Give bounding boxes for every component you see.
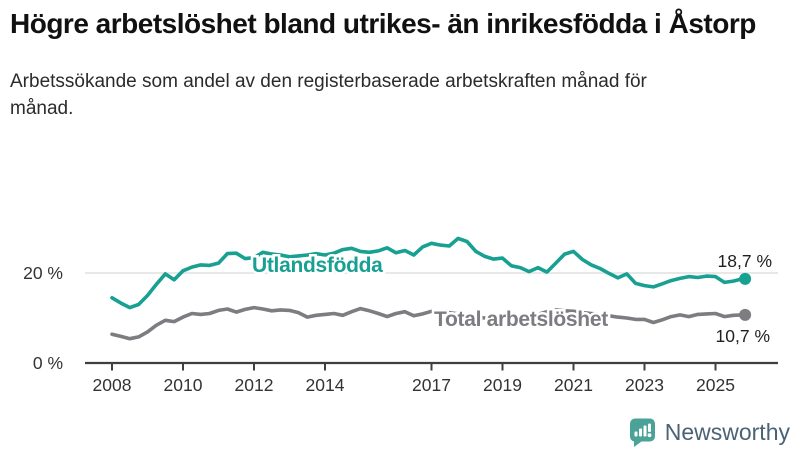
newsworthy-chart-bubble-icon <box>629 418 655 447</box>
x-tick-label: 2023 <box>625 375 664 395</box>
x-tick-label: 2014 <box>306 375 345 395</box>
series-label-1: Total arbetslöshet <box>434 308 608 331</box>
x-tick-label: 2021 <box>554 375 593 395</box>
series-line-0 <box>110 236 744 310</box>
series-end-value-label-1: 10,7 % <box>716 326 770 346</box>
brand-name: Newsworthy <box>664 419 790 445</box>
y-tick-label-20: 20 % <box>23 263 63 283</box>
page-title: Högre arbetslöshet bland utrikes- än inr… <box>10 8 756 39</box>
x-tick-label: 2025 <box>696 375 735 395</box>
y-tick-label-0: 0 % <box>33 353 63 373</box>
x-tick-label: 2010 <box>164 375 203 395</box>
x-tick-label: 2017 <box>412 375 451 395</box>
x-tick-label: 2008 <box>93 375 132 395</box>
x-tick-label: 2012 <box>235 375 274 395</box>
series-end-dot-0 <box>739 272 752 285</box>
brand-logo[interactable]: Newsworthy <box>628 417 790 448</box>
series-line-1 <box>110 305 744 341</box>
x-tick-label: 2019 <box>483 375 522 395</box>
series-label-0: Utlandsfödda <box>252 254 383 277</box>
series-end-dot-1 <box>739 308 752 321</box>
chart-subtitle: Arbetssökande som andel av den registerb… <box>10 70 647 119</box>
series-end-value-label-0: 18,7 % <box>718 251 772 271</box>
